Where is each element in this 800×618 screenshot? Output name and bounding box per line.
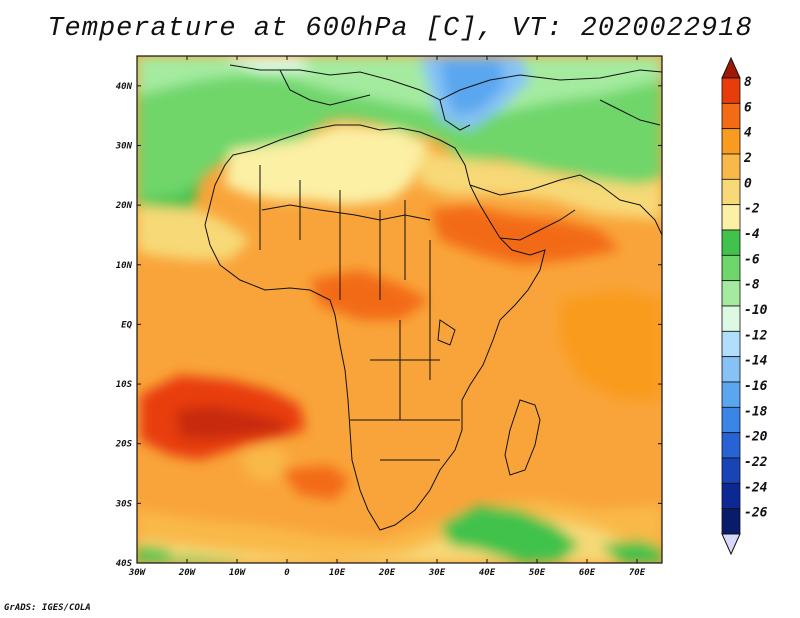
colorbar-label: -22 — [744, 455, 768, 470]
lat-tick-label: 40N — [116, 82, 133, 92]
colorbar-box — [721, 128, 741, 155]
lon-tick-label: 0 — [284, 568, 290, 578]
coastline-outlines — [204, 64, 662, 531]
lat-tick-label: 40S — [116, 559, 133, 569]
colorbar-label: -12 — [744, 328, 768, 343]
colorbar-label: -18 — [744, 404, 768, 419]
lon-tick-label: 10E — [329, 568, 346, 578]
plot-frame — [136, 55, 663, 564]
colorbar-box — [721, 305, 741, 332]
lon-tick-label: 40E — [479, 568, 496, 578]
colorbar-label: -8 — [744, 278, 760, 293]
colorbar-box — [721, 482, 741, 510]
lat-tick-label: 30S — [115, 499, 133, 509]
colorbar-box — [721, 102, 741, 130]
colorbar-label: -26 — [744, 506, 768, 521]
colorbar-box — [721, 330, 741, 358]
lat-tick-label: 20S — [115, 440, 133, 450]
colorbar-label: 4 — [744, 126, 752, 141]
lon-tick-label: 10W — [229, 568, 247, 578]
lat-tick-label: EQ — [121, 320, 132, 330]
lat-tick-label: 30N — [115, 141, 133, 151]
colorbar-label: 6 — [744, 100, 752, 115]
colorbar-label: -6 — [744, 252, 760, 267]
colorbar-box — [721, 77, 741, 104]
lon-tick-label: 60E — [579, 568, 596, 578]
colorbar-box — [721, 204, 741, 231]
colorbar-label: 8 — [744, 75, 752, 90]
lon-tick-label: 20W — [178, 568, 197, 578]
colorbar-label: -24 — [744, 480, 768, 495]
colorbar-label: 2 — [743, 151, 752, 166]
colorbar-bottom-triangle — [721, 533, 741, 556]
temperature-field — [137, 56, 662, 563]
colorbar-label: 0 — [744, 176, 752, 191]
map-title: Temperature at 600hPa [C], VT: 202002291… — [47, 14, 753, 44]
colorbar-box — [721, 457, 741, 484]
colorbar-label: -2 — [744, 202, 760, 217]
footer-credit: GrADS: IGES/COLA — [4, 603, 91, 613]
axis-ticks: 30W 20W 10W 0 10E 20E 30E 40E 50E 60E 70E 40N 30N 20N… — [115, 56, 662, 578]
lon-tick-label: 30W — [128, 568, 147, 578]
lat-tick-label: 10S — [116, 380, 133, 390]
colorbar-box — [721, 280, 741, 307]
lon-tick-label: 70E — [629, 568, 646, 578]
colorbar-box — [721, 508, 741, 535]
colorbar-label: -20 — [744, 430, 768, 445]
lon-tick-label: 30E — [428, 568, 446, 578]
colorbar-box — [721, 178, 741, 206]
colorbar-label: -4 — [744, 227, 760, 242]
colorbar: 8 6 4 2 0 -2 -4 -6 -8 -10 -12 -14 -16 -18 -20 -22 -24 -26 — [721, 56, 768, 556]
colorbar-label: -16 — [744, 379, 768, 394]
colorbar-label: -14 — [744, 354, 768, 369]
lon-tick-label: 20E — [378, 568, 396, 578]
colorbar-top-triangle — [721, 56, 741, 79]
colorbar-box — [721, 432, 741, 459]
lon-tick-label: 50E — [529, 568, 546, 578]
colorbar-box — [721, 381, 741, 408]
colorbar-box — [721, 153, 741, 180]
colorbar-box — [721, 356, 741, 383]
colorbar-box — [721, 254, 741, 282]
colorbar-box — [721, 406, 741, 434]
colorbar-box — [721, 229, 741, 256]
lat-tick-label: 10N — [116, 261, 133, 271]
lat-tick-label: 20N — [115, 201, 133, 211]
colorbar-label: -10 — [744, 303, 768, 318]
